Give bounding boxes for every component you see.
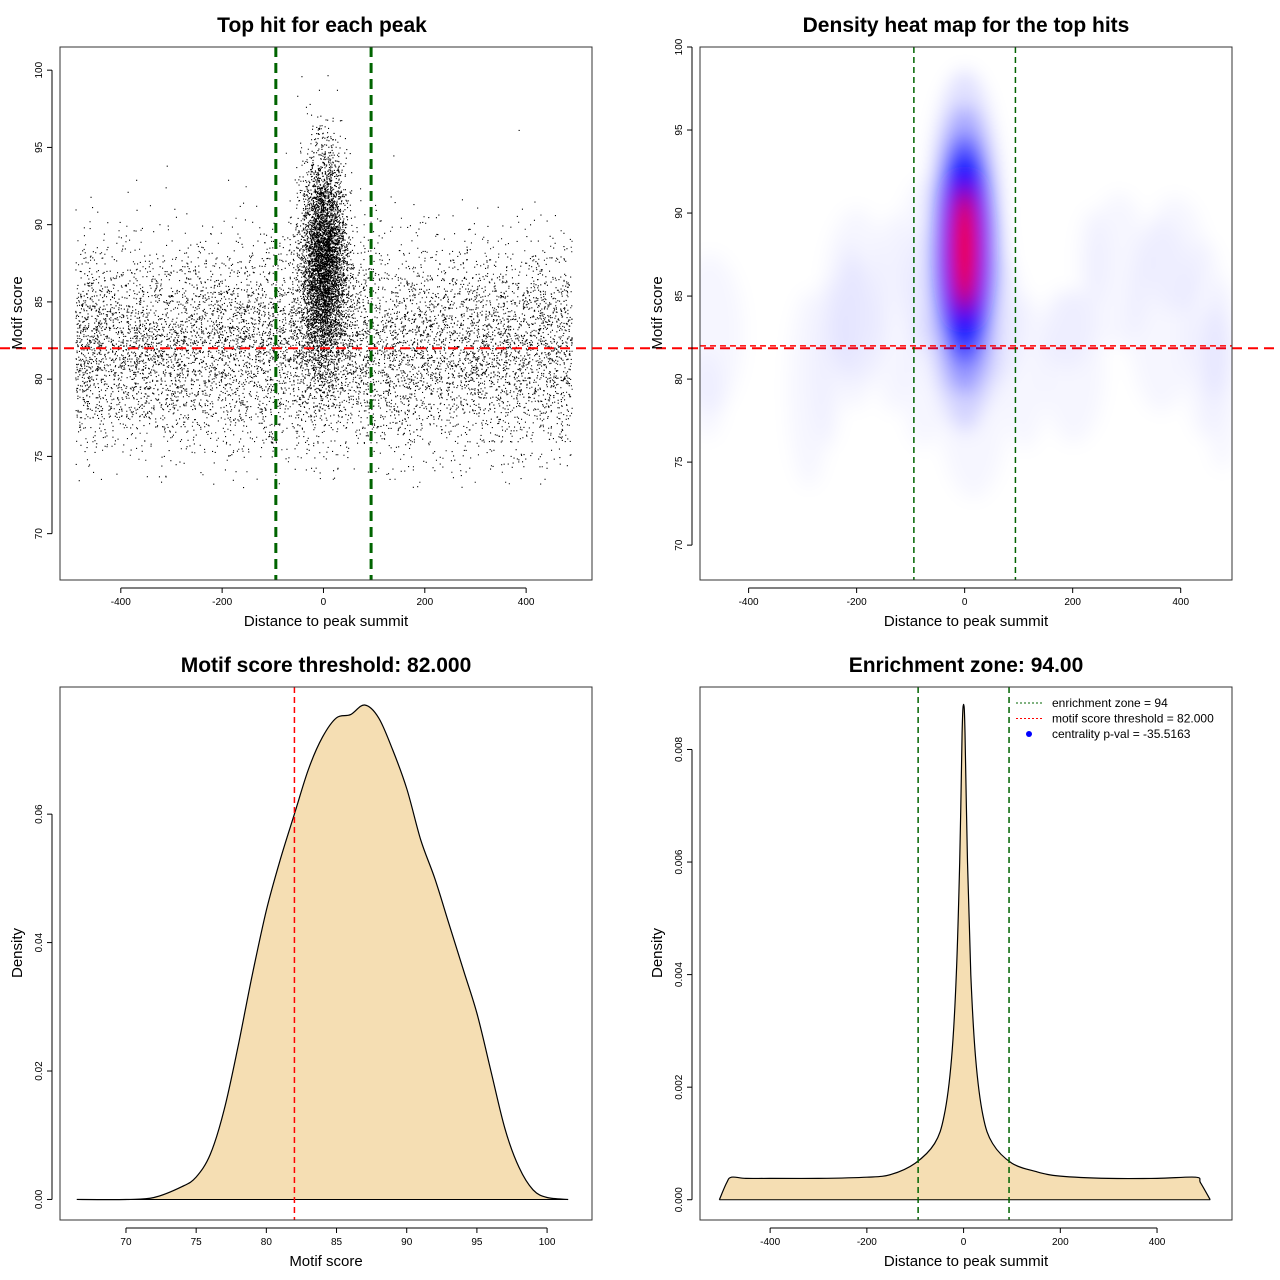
x-tick-label: -400 (760, 1237, 780, 1248)
y-tick-label: 0.00 (34, 1189, 45, 1209)
y-tick-label: 80 (674, 373, 685, 385)
y-axis-label: Density (9, 927, 26, 978)
x-tick-label: 85 (331, 1237, 343, 1248)
y-tick-label: 90 (34, 219, 45, 231)
plot-area (76, 687, 569, 1220)
axes: -400 -200 0 200 400 0.000 0.002 0.004 0.006 0.008 (674, 737, 1166, 1248)
density-patch (788, 290, 829, 487)
x-tick-label: 0 (961, 1237, 967, 1248)
y-tick-label: 0.02 (34, 1061, 45, 1081)
legend: enrichment zone = 94 motif score threshol… (1016, 696, 1214, 741)
y-tick-label: 85 (34, 296, 45, 308)
x-tick-label: 75 (191, 1237, 203, 1248)
x-axis-label: Distance to peak summit (244, 613, 409, 630)
y-axis-label: Motif score (9, 276, 26, 349)
axes: 70 75 80 85 90 95 100 0.00 0.02 0.04 0.06 (34, 804, 556, 1248)
y-tick-label: 0.006 (674, 849, 685, 874)
y-tick-label: 0.000 (674, 1187, 685, 1212)
y-tick-label: 90 (674, 207, 685, 219)
legend-swatch (1026, 731, 1032, 737)
axes: -400 -200 0 200 400 70 75 80 85 90 95 100 (0, 61, 1280, 608)
density-field (677, 70, 1204, 487)
score-density-panel: Motif score threshold: 82.000 70 75 80 85 90… (9, 654, 593, 1270)
plot-frame (699, 686, 1233, 1221)
density-fill (76, 704, 569, 1200)
plot-frame (59, 686, 593, 1221)
legend-label: motif score threshold = 82.000 (1052, 712, 1214, 726)
y-axis-label: Density (649, 927, 666, 978)
density-patch (1043, 291, 1105, 444)
density-curve (718, 703, 1211, 1200)
scatter-panel: Top hit for each peak -400 -200 0 200 400 70 7… (0, 14, 1280, 630)
panel-title: Top hit for each peak (217, 14, 427, 37)
x-tick-label: 400 (1172, 597, 1189, 608)
x-tick-label: -200 (212, 597, 232, 608)
plot-area (75, 47, 573, 580)
plot-area (677, 47, 1232, 580)
y-tick-label: 0.06 (34, 804, 45, 824)
panel-title: Enrichment zone: 94.00 (849, 654, 1084, 677)
panel-title: Density heat map for the top hits (803, 14, 1130, 37)
y-tick-label: 0.008 (674, 737, 685, 762)
x-tick-label: 80 (261, 1237, 273, 1248)
density-patch (677, 253, 743, 412)
x-tick-label: 0 (321, 597, 327, 608)
axes: -400 -200 0 200 400 70 75 80 85 90 95 100 (674, 38, 1189, 608)
x-tick-label: 100 (539, 1237, 556, 1248)
y-tick-label: 80 (34, 373, 45, 385)
x-tick-label: 70 (120, 1237, 132, 1248)
heatmap-panel: Density heat map for the top hits -400 -2… (649, 14, 1233, 630)
x-tick-label: -400 (111, 597, 131, 608)
x-tick-label: 200 (1052, 1237, 1069, 1248)
x-tick-label: 95 (471, 1237, 483, 1248)
x-tick-label: 200 (1064, 597, 1081, 608)
x-axis-label: Distance to peak summit (884, 1253, 1049, 1270)
x-axis-label: Motif score (289, 1253, 362, 1270)
y-tick-label: 85 (674, 290, 685, 302)
x-tick-label: 200 (416, 597, 433, 608)
y-tick-label: 70 (34, 528, 45, 540)
x-axis-label: Distance to peak summit (884, 613, 1049, 630)
plot-frame (59, 46, 593, 581)
scatter-points (75, 75, 573, 489)
density-curve (76, 704, 569, 1201)
y-tick-label: 75 (34, 450, 45, 462)
y-tick-label: 95 (674, 124, 685, 136)
x-tick-label: 0 (962, 597, 968, 608)
legend-label: centrality p-val = -35.5163 (1052, 727, 1191, 741)
panel-title: Motif score threshold: 82.000 (181, 654, 472, 677)
y-tick-label: 0.004 (674, 962, 685, 987)
x-tick-label: 400 (1149, 1237, 1166, 1248)
x-tick-label: -200 (857, 1237, 877, 1248)
density-hotspot (958, 219, 971, 280)
y-tick-label: 75 (674, 456, 685, 468)
plot-frame (699, 46, 1233, 581)
density-patch (1146, 196, 1204, 312)
distance-density-panel: Enrichment zone: 94.00 -400 -200 0 200 400 0.… (649, 654, 1233, 1270)
y-tick-label: 95 (34, 141, 45, 153)
legend-label: enrichment zone = 94 (1052, 696, 1168, 710)
x-tick-label: -400 (739, 597, 759, 608)
y-tick-label: 100 (674, 38, 685, 55)
y-tick-label: 100 (34, 61, 45, 78)
x-tick-label: 90 (401, 1237, 413, 1248)
plot-area (718, 687, 1211, 1220)
density-fill (719, 704, 1211, 1200)
y-tick-label: 0.002 (674, 1074, 685, 1099)
y-axis-label: Motif score (649, 276, 666, 349)
x-tick-label: -200 (847, 597, 867, 608)
density-patch (832, 259, 878, 409)
y-tick-label: 0.04 (34, 932, 45, 952)
x-tick-label: 400 (518, 597, 535, 608)
y-tick-label: 70 (674, 539, 685, 551)
